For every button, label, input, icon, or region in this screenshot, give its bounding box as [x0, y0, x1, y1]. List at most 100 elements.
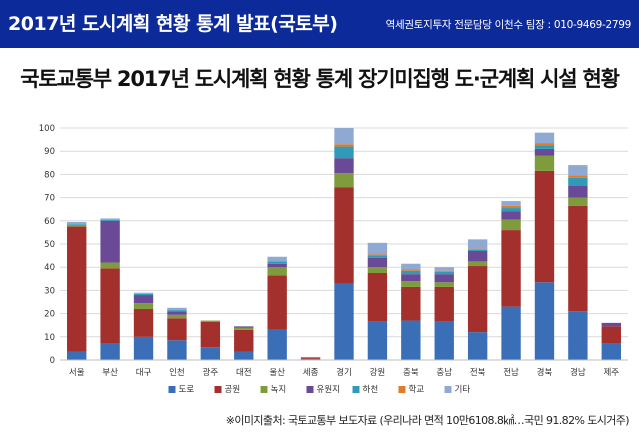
bar-segment	[467, 249, 488, 251]
bar-segment	[434, 282, 454, 287]
x-category-label: 충남	[436, 368, 452, 378]
bar-segment	[167, 340, 187, 360]
banner-contact: 역세권토지투자 전문담당 이천수 팀장 : 010-9469-2799	[385, 19, 632, 31]
bar-segment	[167, 311, 187, 315]
bar-segment	[568, 205, 588, 312]
bar-segment	[501, 306, 521, 360]
bar-segment	[67, 225, 87, 227]
y-tick-label: 0	[50, 356, 55, 366]
legend-swatch	[352, 386, 360, 393]
bar-segment	[467, 332, 488, 360]
bar-segment	[501, 205, 521, 209]
bar-segment	[334, 283, 354, 360]
legend-label: 하천	[363, 384, 379, 395]
bar-segment	[367, 273, 388, 322]
bar-segment	[133, 336, 154, 360]
bar-segment	[534, 155, 555, 171]
bar-segment	[267, 267, 287, 276]
x-category-label: 인천	[169, 367, 185, 378]
y-tick-label: 20	[44, 310, 55, 320]
bar-segment	[534, 170, 555, 283]
bar-segment	[568, 197, 588, 206]
bar-segment	[267, 275, 287, 330]
x-category-label: 경기	[336, 367, 352, 378]
x-category-label: 대구	[136, 368, 152, 378]
x-category-label: 충북	[403, 368, 419, 378]
bar-segment	[467, 239, 488, 249]
bar-segment	[133, 293, 154, 296]
bar-segment	[367, 255, 388, 258]
bar-segment	[334, 158, 354, 174]
bar-segment	[100, 262, 120, 269]
bar-segment	[501, 208, 521, 212]
bar-segment	[133, 303, 154, 309]
legend-swatch	[444, 386, 452, 393]
legend-label: 공원	[225, 385, 241, 395]
bar-segment	[434, 286, 454, 322]
bar-segment	[234, 351, 254, 360]
bar-segment	[534, 282, 555, 360]
source-note: ※이미지출처: 국토교통부 보도자료 (우리나라 면적 10만6108.8㎢…국…	[225, 414, 630, 427]
bar-segment	[568, 175, 588, 178]
bar-segment	[267, 261, 287, 264]
bar-segment	[367, 242, 388, 255]
x-category-label: 세종	[303, 368, 319, 378]
bar-segment	[200, 320, 221, 322]
x-category-label: 서울	[69, 368, 85, 378]
bar-segment	[67, 351, 87, 360]
bar-segment	[534, 145, 555, 149]
bar-segment	[367, 321, 388, 360]
bar-segment	[167, 310, 187, 312]
bar-segment	[434, 271, 454, 275]
x-category-label: 전북	[470, 367, 486, 378]
y-tick-label: 60	[44, 217, 55, 227]
legend-label: 기타	[455, 385, 471, 395]
chart-title: 국토교통부 2017년 도시계획 현황 통계 장기미집행 도·군계획 시설 현황	[20, 67, 620, 91]
bar-segment	[167, 307, 187, 311]
bar-segment	[401, 263, 421, 270]
bar-segment	[434, 270, 454, 272]
bar-segment	[568, 311, 588, 360]
banner-title: 2017년 도시계획 현황 통계 발표(국토부)	[8, 13, 338, 35]
bar-segment	[100, 268, 120, 344]
legend-swatch	[168, 386, 176, 393]
bar-segment	[334, 173, 354, 188]
bar-segment	[534, 143, 555, 146]
bar-segment	[167, 314, 187, 319]
bar-segment	[534, 148, 555, 156]
bar-segment	[334, 187, 354, 284]
x-category-label: 제주	[603, 368, 619, 378]
bar-segment	[467, 266, 488, 333]
bar-segment	[467, 250, 488, 262]
bar-segment	[568, 177, 588, 186]
bar-segment	[568, 186, 588, 198]
y-tick-label: 10	[44, 333, 55, 343]
bar-segment	[67, 221, 87, 225]
bar-segment	[167, 318, 187, 341]
bar-segment	[200, 321, 221, 348]
bar-segment	[133, 292, 154, 294]
bar-segment	[467, 248, 488, 250]
bar-segment	[434, 321, 454, 360]
bar-segment	[133, 295, 154, 304]
bar-segment	[501, 201, 521, 206]
x-category-label: 경북	[537, 367, 553, 378]
bar-segment	[601, 326, 621, 344]
bar-segment	[367, 257, 388, 268]
bar-segment	[501, 219, 521, 231]
x-category-label: 강원	[370, 367, 386, 378]
bar-segment	[534, 132, 555, 144]
legend-label: 도로	[179, 385, 195, 395]
header-banner: 2017년 도시계획 현황 통계 발표(국토부) 역세권토지투자 전문담당 이천…	[0, 0, 639, 48]
bar-segment	[300, 358, 321, 360]
bar-segment	[401, 274, 421, 282]
bar-segment	[234, 326, 254, 328]
bar-segment	[267, 263, 287, 268]
bar-segment	[100, 343, 120, 360]
bar-segment	[401, 270, 421, 275]
bar-segment	[100, 218, 120, 220]
bar-segment	[401, 269, 421, 271]
bar-segment	[568, 165, 588, 176]
bar-segment	[100, 220, 120, 263]
bar-segment	[100, 219, 120, 221]
